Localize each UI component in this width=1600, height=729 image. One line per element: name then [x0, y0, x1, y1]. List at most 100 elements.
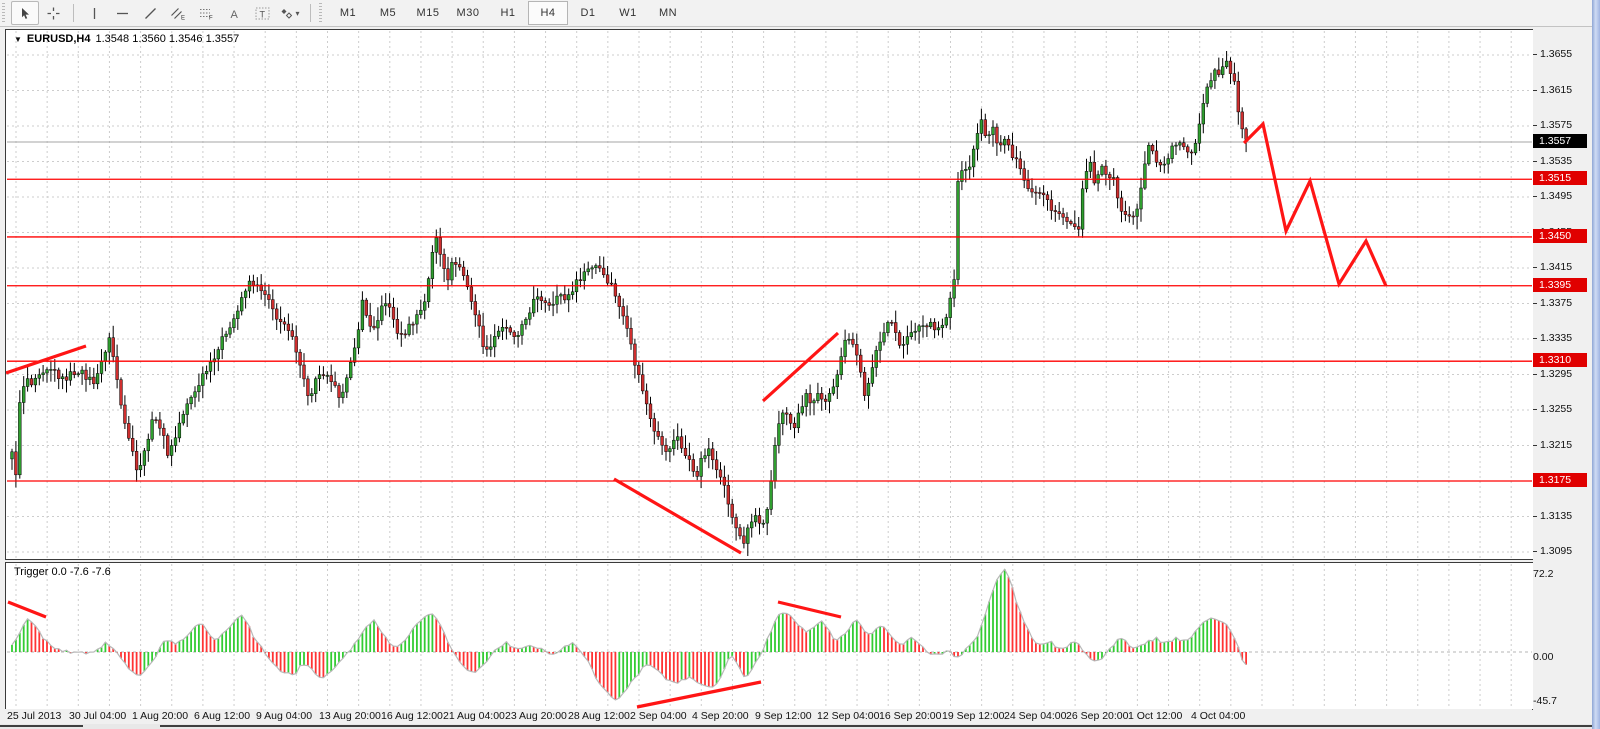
svg-text:E: E — [181, 15, 185, 20]
date-axis-label: 19 Sep 12:00 — [942, 710, 1005, 722]
tick-mark — [1533, 124, 1537, 126]
date-axis-label: 21 Aug 04:00 — [443, 710, 505, 722]
trendline-tool-button[interactable] — [136, 1, 164, 25]
date-axis-label: 16 Aug 12:00 — [381, 710, 443, 722]
horizontal-line-tool-icon — [116, 7, 129, 20]
level-price-badge: 1.3450 — [1533, 229, 1587, 243]
price-tick-label: 1.3575 — [1533, 119, 1572, 131]
toolbar: E F A T ▾ M1 M5 M15 M30 H1 H4 D1 W1 MN — [0, 0, 1600, 27]
window-bottom-edge — [0, 724, 1592, 729]
text-tool-icon: A — [228, 7, 241, 20]
toolbar-separator — [310, 4, 311, 22]
tick-mark — [1533, 160, 1537, 162]
price-tick-label: 1.3415 — [1533, 261, 1572, 273]
date-axis-label: 9 Sep 12:00 — [755, 710, 812, 722]
timeframe-M15-button[interactable]: M15 — [416, 7, 440, 19]
fibonacci-tool-icon: F — [199, 7, 213, 20]
chevron-down-icon[interactable]: ▼ — [14, 34, 22, 44]
date-axis-label: 28 Aug 12:00 — [568, 710, 630, 722]
text-label-tool-icon: T — [255, 7, 270, 20]
current-price-badge: 1.3557 — [1533, 134, 1587, 148]
tick-mark — [1533, 550, 1537, 552]
date-axis-label: 4 Oct 04:00 — [1191, 710, 1246, 722]
cursor-tool-icon — [19, 7, 32, 20]
timeframe-H1-button[interactable]: H1 — [500, 7, 516, 19]
dropdown-caret-icon[interactable]: ▾ — [295, 8, 300, 18]
text-tool-button[interactable]: A — [220, 1, 248, 25]
price-tick-label: 1.3095 — [1533, 545, 1572, 557]
date-axis-label: 6 Aug 12:00 — [194, 710, 251, 722]
timeframe-M30-button[interactable]: M30 — [456, 7, 480, 19]
date-axis-label: 4 Sep 20:00 — [692, 710, 749, 722]
price-chart-panel[interactable]: ▼ EURUSD,H4 1.3548 1.3560 1.3546 1.3557 — [5, 29, 1534, 560]
cursor-tool-button[interactable] — [11, 1, 39, 25]
equidistant-channel-tool-button[interactable]: E — [164, 1, 192, 25]
vertical-line-tool-icon — [88, 7, 101, 20]
window-scrollbar-strip[interactable] — [1592, 0, 1600, 729]
horizontal-line-tool-button[interactable] — [108, 1, 136, 25]
timeframe-M1-button[interactable]: M1 — [339, 7, 357, 19]
trigger-indicator-chart[interactable] — [6, 563, 1533, 709]
indicator-scale-label: 72.2 — [1533, 568, 1554, 580]
date-axis-label: 25 Jul 2013 — [7, 710, 62, 722]
bottom-edge-segment — [160, 725, 1592, 727]
price-axis: 1.36551.36151.35751.35351.34951.34551.34… — [1533, 29, 1592, 724]
bottom-edge-segment — [0, 725, 83, 727]
price-tick-label: 1.3655 — [1533, 48, 1572, 60]
date-axis-label: 24 Sep 04:00 — [1004, 710, 1067, 722]
indicator-panel[interactable]: Trigger 0.0 -7.6 -7.6 — [5, 562, 1534, 710]
candlestick-chart[interactable] — [6, 30, 1533, 559]
price-tick-label: 1.3295 — [1533, 368, 1572, 380]
arrows-tool-icon — [280, 7, 293, 20]
trendline-tool-icon — [144, 7, 157, 20]
price-tick-label: 1.3615 — [1533, 84, 1572, 96]
date-axis-label: 26 Sep 20:00 — [1066, 710, 1129, 722]
tick-mark — [1533, 515, 1537, 517]
indicator-title: Trigger 0.0 -7.6 -7.6 — [14, 566, 111, 578]
date-axis-label: 1 Oct 12:00 — [1128, 710, 1183, 722]
arrows-tool-button[interactable]: ▾ — [276, 1, 304, 25]
price-tick-label: 1.3135 — [1533, 510, 1572, 522]
date-axis-label: 1 Aug 20:00 — [132, 710, 189, 722]
toolbar-separator — [73, 4, 74, 22]
text-label-tool-button[interactable]: T — [248, 1, 276, 25]
toolbar-grip[interactable] — [2, 3, 7, 23]
price-tick-label: 1.3535 — [1533, 155, 1572, 167]
tick-mark — [1533, 89, 1537, 91]
timeframe-MN-button[interactable]: MN — [658, 7, 678, 19]
timeframe-H4-button[interactable]: H4 — [528, 1, 568, 25]
toolbar-grip[interactable] — [319, 3, 324, 23]
svg-text:A: A — [230, 9, 238, 20]
timeframe-W1-button[interactable]: W1 — [619, 7, 637, 19]
timeframe-D1-button[interactable]: D1 — [580, 7, 596, 19]
chart-ohlc-values: 1.3548 1.3560 1.3546 1.3557 — [95, 33, 240, 45]
price-tick-label: 1.3335 — [1533, 332, 1572, 344]
indicator-scale-label: 0.00 — [1533, 651, 1554, 663]
tick-mark — [1533, 444, 1537, 446]
price-tick-label: 1.3495 — [1533, 190, 1572, 202]
chart-symbol-label: EURUSD,H4 — [26, 33, 91, 45]
crosshair-tool-button[interactable] — [39, 1, 67, 25]
tick-mark — [1533, 302, 1537, 304]
tick-mark — [1533, 373, 1537, 375]
level-price-badge: 1.3175 — [1533, 473, 1587, 487]
fibonacci-tool-button[interactable]: F — [192, 1, 220, 25]
date-axis-label: 13 Aug 20:00 — [319, 710, 381, 722]
vertical-line-tool-button[interactable] — [80, 1, 108, 25]
date-axis-label: 16 Sep 20:00 — [879, 710, 942, 722]
date-axis-label: 23 Aug 20:00 — [505, 710, 567, 722]
tick-mark — [1533, 266, 1537, 268]
chart-title: ▼ EURUSD,H4 1.3548 1.3560 1.3546 1.3557 — [14, 33, 239, 45]
timeframe-M5-button[interactable]: M5 — [379, 7, 397, 19]
date-axis-label: 30 Jul 04:00 — [69, 710, 127, 722]
indicator-scale-label: -45.7 — [1533, 695, 1557, 707]
crosshair-tool-icon — [47, 7, 60, 20]
tick-mark — [1533, 408, 1537, 410]
date-axis-label: 2 Sep 04:00 — [630, 710, 687, 722]
tick-mark — [1533, 53, 1537, 55]
level-price-badge: 1.3395 — [1533, 278, 1587, 292]
price-tick-label: 1.3375 — [1533, 297, 1572, 309]
tick-mark — [1533, 195, 1537, 197]
svg-text:T: T — [259, 9, 265, 19]
